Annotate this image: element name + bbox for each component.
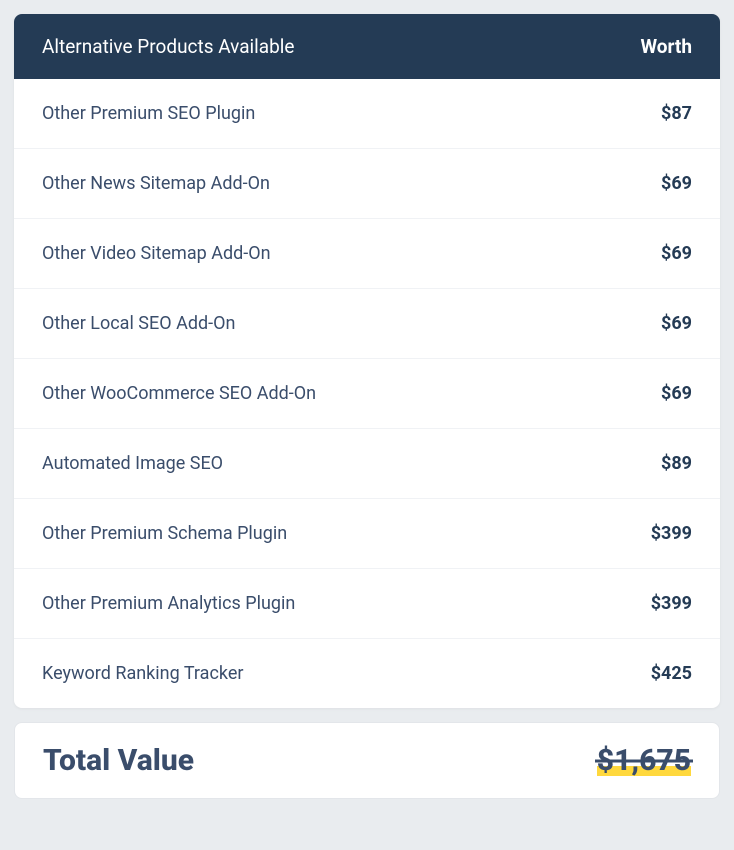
table-row: Other Premium Analytics Plugin $399 (14, 569, 720, 639)
product-price: $69 (661, 243, 692, 264)
table-row: Keyword Ranking Tracker $425 (14, 639, 720, 708)
product-price: $87 (661, 103, 692, 124)
total-label: Total Value (43, 743, 194, 778)
product-name: Other Premium SEO Plugin (42, 103, 255, 124)
product-price: $69 (661, 313, 692, 334)
product-name: Other WooCommerce SEO Add-On (42, 383, 316, 404)
product-name: Other Video Sitemap Add-On (42, 243, 271, 264)
table-row: Automated Image SEO $89 (14, 429, 720, 499)
product-name: Other Premium Analytics Plugin (42, 593, 295, 614)
product-price: $69 (661, 383, 692, 404)
product-price: $89 (661, 453, 692, 474)
products-table: Alternative Products Available Worth Oth… (14, 14, 720, 708)
strikethrough-line (595, 759, 693, 762)
product-price: $69 (661, 173, 692, 194)
table-row: Other WooCommerce SEO Add-On $69 (14, 359, 720, 429)
product-name: Other News Sitemap Add-On (42, 173, 270, 194)
table-row: Other Premium Schema Plugin $399 (14, 499, 720, 569)
total-value-box: Total Value $1,675 (14, 722, 720, 799)
header-title: Alternative Products Available (42, 35, 295, 58)
product-name: Other Local SEO Add-On (42, 313, 235, 334)
product-price: $399 (651, 593, 692, 614)
table-body: Other Premium SEO Plugin $87 Other News Si… (14, 79, 720, 708)
product-price: $399 (651, 523, 692, 544)
table-row: Other Premium SEO Plugin $87 (14, 79, 720, 149)
product-price: $425 (651, 663, 692, 684)
header-worth: Worth (640, 35, 692, 58)
product-name: Keyword Ranking Tracker (42, 663, 243, 684)
table-row: Other News Sitemap Add-On $69 (14, 149, 720, 219)
table-row: Other Video Sitemap Add-On $69 (14, 219, 720, 289)
total-value: $1,675 (597, 743, 691, 778)
product-name: Other Premium Schema Plugin (42, 523, 287, 544)
table-header: Alternative Products Available Worth (14, 14, 720, 79)
table-row: Other Local SEO Add-On $69 (14, 289, 720, 359)
product-name: Automated Image SEO (42, 453, 223, 474)
